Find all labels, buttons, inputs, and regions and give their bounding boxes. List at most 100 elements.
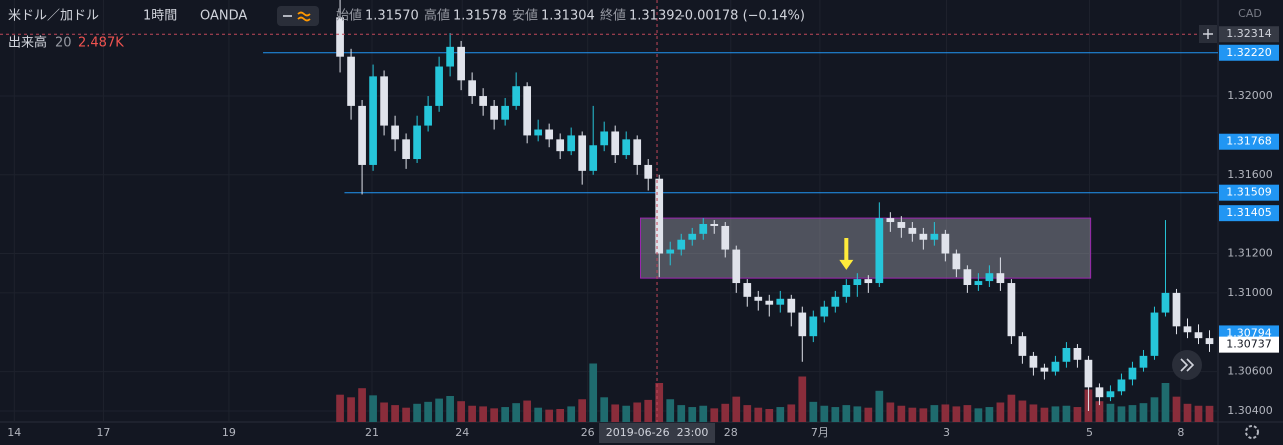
candle-body (1051, 361, 1060, 372)
volume-bar (754, 407, 763, 422)
volume-bar (556, 409, 565, 422)
volume-bar (666, 399, 675, 422)
volume-bar (655, 383, 664, 422)
interval: 1時間 (143, 9, 177, 24)
candle-body (534, 129, 543, 136)
candle-body (1062, 347, 1071, 362)
y-tick-label: 1.31600 (1227, 168, 1273, 181)
candle-body (402, 139, 410, 160)
volume-bar (1040, 407, 1049, 422)
candle-body (897, 222, 906, 228)
volume-bar (380, 402, 388, 422)
crosshair-x-box (599, 423, 716, 443)
candle-body (644, 164, 653, 179)
candle-body (578, 135, 587, 171)
y-tick-label: 1.32000 (1227, 89, 1273, 102)
candle-body (1018, 336, 1027, 356)
candle-body (820, 306, 829, 317)
candle-body (567, 135, 576, 152)
x-tick-label: 21 (365, 426, 379, 439)
candle-body (380, 76, 388, 126)
volume-bar (699, 405, 708, 422)
volume-bar (941, 404, 950, 422)
candle-body (501, 105, 510, 120)
legend-label: 安値 (512, 8, 538, 24)
y-tick-label: 1.30600 (1227, 365, 1273, 378)
volume-bar (787, 404, 796, 422)
candle-body (512, 86, 521, 106)
candle-body (1073, 347, 1082, 360)
volume-last: 2.487K (78, 36, 124, 51)
candle-body (974, 281, 983, 286)
volume-bar (776, 407, 785, 422)
volume-bar (809, 401, 818, 422)
candle-body (1161, 292, 1170, 313)
crosshair-x-label: 2019-06-26 23:00 (606, 426, 709, 439)
status-badge[interactable] (277, 6, 319, 26)
candle-body (985, 273, 994, 282)
volume-length: 20 (55, 36, 72, 51)
candle-body (369, 76, 377, 165)
price-label: 1.31405 (1226, 206, 1272, 219)
volume-bar (523, 400, 532, 422)
candle-body (545, 129, 554, 140)
candle-body (468, 80, 476, 97)
candle-body (787, 298, 796, 313)
volume-bar (963, 405, 972, 422)
candle-body (1040, 367, 1049, 372)
candle-body (1194, 332, 1203, 339)
price-label: 1.30794 (1226, 326, 1272, 339)
currency: CAD (1238, 7, 1262, 20)
x-tick-label: 28 (724, 426, 738, 439)
volume-bar (974, 408, 983, 422)
x-tick-label: 17 (96, 426, 110, 439)
settings-icon (1245, 425, 1259, 439)
candle-body (457, 46, 465, 81)
candle-body (336, 17, 344, 57)
candle-body (358, 105, 366, 165)
volume-bar (424, 401, 432, 422)
volume-bar (1095, 401, 1104, 422)
candle-body (809, 316, 818, 337)
volume-bar (1205, 405, 1214, 422)
volume-bar (347, 397, 355, 422)
candle-body (1117, 379, 1126, 392)
candle-body (446, 46, 454, 67)
badge-wave (297, 11, 311, 22)
volume-bar (721, 403, 730, 422)
scroll-button-icon (1180, 358, 1195, 372)
candle-body (908, 227, 917, 234)
volume-bar (589, 363, 598, 422)
volume-bar (677, 405, 686, 422)
candle-body (589, 145, 598, 171)
candle-body (963, 269, 972, 286)
add-button-icon (1203, 29, 1213, 39)
candle-body (776, 298, 785, 305)
candle-body (952, 253, 961, 270)
candle-body (1139, 355, 1148, 368)
volume-bar (908, 407, 917, 422)
scroll-button[interactable] (1172, 350, 1202, 380)
candle-body (1106, 391, 1115, 398)
candle-body (347, 56, 355, 106)
candle-body (666, 249, 675, 254)
candle-body (699, 223, 708, 234)
candle-body (886, 218, 895, 223)
candle-body (941, 233, 950, 254)
volume-bar (864, 407, 873, 422)
candle-body (1084, 359, 1093, 388)
settings-button[interactable] (1245, 425, 1259, 439)
volume-bar (413, 403, 421, 422)
candle-body (798, 312, 807, 337)
volume-bar (402, 407, 410, 422)
candle-body (1183, 326, 1192, 333)
candle-body (930, 233, 939, 240)
volume-bar (578, 399, 587, 422)
annotation-arrow (839, 237, 854, 270)
volume-bar (688, 407, 697, 422)
add-button[interactable] (1199, 25, 1217, 43)
source: OANDA (200, 9, 247, 24)
volume-bar (391, 405, 399, 422)
volume-bar (1194, 405, 1203, 422)
